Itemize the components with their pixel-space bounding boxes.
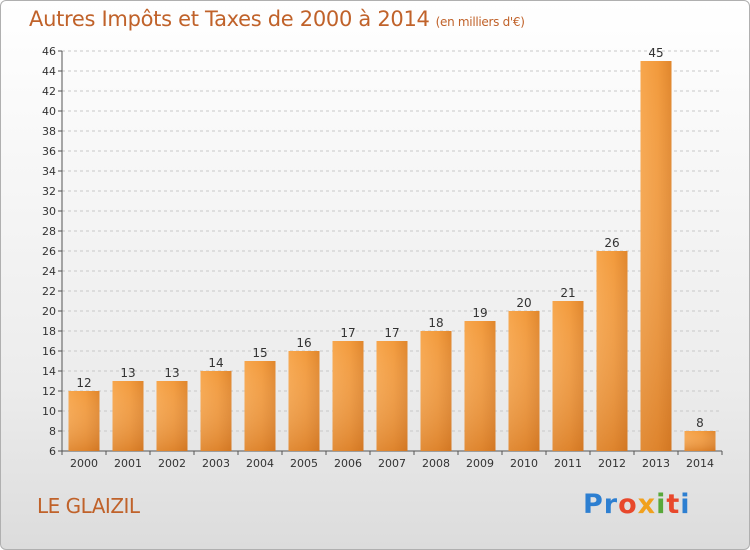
y-tick-label: 34: [42, 165, 56, 178]
y-tick-label: 10: [42, 405, 56, 418]
x-tick-label: 2012: [598, 457, 626, 470]
data-label: 15: [252, 346, 267, 360]
data-label: 21: [560, 286, 575, 300]
y-tick-label: 38: [42, 125, 56, 138]
bar-shade: [596, 251, 628, 451]
y-tick-label: 32: [42, 185, 56, 198]
y-tick-label: 12: [42, 385, 56, 398]
data-label: 20: [516, 296, 531, 310]
x-tick-label: 2003: [202, 457, 230, 470]
bar-shade: [684, 431, 716, 451]
place-name: LE GLAIZIL: [37, 494, 140, 518]
data-label: 19: [472, 306, 487, 320]
data-label: 18: [428, 316, 443, 330]
data-label: 13: [120, 366, 135, 380]
x-tick-label: 2004: [246, 457, 274, 470]
x-tick-label: 2008: [422, 457, 450, 470]
data-label: 45: [648, 46, 663, 60]
y-tick-label: 24: [42, 265, 56, 278]
bar-shade: [420, 331, 452, 451]
data-label: 14: [208, 356, 223, 370]
y-tick-label: 22: [42, 285, 56, 298]
proxiti-logo: Proxiti: [583, 489, 691, 520]
bar-shade: [376, 341, 408, 451]
x-tick-label: 2009: [466, 457, 494, 470]
y-tick-label: 18: [42, 325, 56, 338]
logo-part: Pr: [583, 489, 619, 520]
y-tick-label: 8: [49, 425, 56, 438]
y-tick-label: 16: [42, 345, 56, 358]
logo-part: i: [680, 489, 691, 520]
bar-shade: [640, 61, 672, 451]
chart-unit: (en milliers d'€): [435, 15, 525, 29]
bar-shade: [508, 311, 540, 451]
y-tick-label: 28: [42, 225, 56, 238]
bar-shade: [112, 381, 144, 451]
data-label: 16: [296, 336, 311, 350]
y-tick-label: 40: [42, 105, 56, 118]
bar-shade: [332, 341, 364, 451]
bar-shade: [200, 371, 232, 451]
chart-title-text: Autres Impôts et Taxes de 2000 à 2014: [29, 7, 430, 31]
bar-shade: [552, 301, 584, 451]
y-tick-label: 26: [42, 245, 56, 258]
bar-shade: [288, 351, 320, 451]
logo-part: x: [637, 489, 657, 520]
y-tick-label: 30: [42, 205, 56, 218]
x-tick-label: 2007: [378, 457, 406, 470]
data-label: 26: [604, 236, 619, 250]
y-tick-label: 14: [42, 365, 56, 378]
bar-shade: [464, 321, 496, 451]
logo-part: o: [618, 489, 638, 520]
y-tick-label: 44: [42, 65, 56, 78]
data-label: 17: [384, 326, 399, 340]
y-tick-label: 42: [42, 85, 56, 98]
bar-shade: [156, 381, 188, 451]
data-label: 17: [340, 326, 355, 340]
x-tick-label: 2001: [114, 457, 142, 470]
x-tick-label: 2005: [290, 457, 318, 470]
x-tick-label: 2000: [70, 457, 98, 470]
y-tick-label: 36: [42, 145, 56, 158]
logo-part: t: [666, 489, 681, 520]
logo-part: i: [656, 489, 667, 520]
x-tick-label: 2011: [554, 457, 582, 470]
bar-shade: [244, 361, 276, 451]
x-tick-label: 2014: [686, 457, 714, 470]
data-label: 13: [164, 366, 179, 380]
y-tick-label: 20: [42, 305, 56, 318]
chart-title: Autres Impôts et Taxes de 2000 à 2014 (en…: [29, 7, 525, 31]
bar-shade: [68, 391, 100, 451]
y-tick-label: 6: [49, 445, 56, 458]
x-tick-label: 2010: [510, 457, 538, 470]
x-tick-label: 2013: [642, 457, 670, 470]
x-tick-label: 2002: [158, 457, 186, 470]
y-tick-label: 46: [42, 45, 56, 58]
data-label: 8: [696, 416, 704, 430]
x-tick-label: 2006: [334, 457, 362, 470]
data-label: 12: [76, 376, 91, 390]
